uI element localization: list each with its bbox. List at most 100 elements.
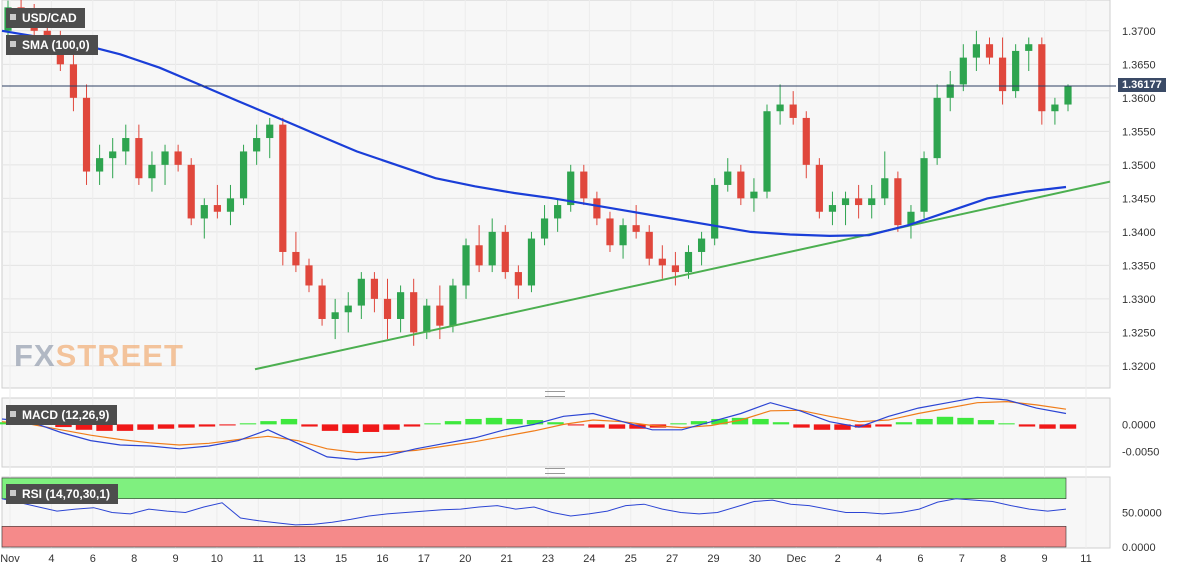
- x-tick-label: 4: [876, 553, 882, 565]
- candle-body: [488, 231, 496, 266]
- candle-body: [423, 305, 431, 333]
- candle-body: [266, 124, 274, 139]
- y-tick-label: 1.3600: [1122, 93, 1156, 105]
- macd-histogram-bar: [1059, 424, 1077, 429]
- rsi-pane-resize-handle[interactable]: [545, 468, 565, 474]
- candle-body: [920, 158, 928, 212]
- candle-body: [540, 218, 549, 239]
- candle-body: [619, 225, 627, 246]
- sma-line: [1, 29, 1067, 238]
- macd-histogram-bar: [198, 424, 216, 427]
- y-tick-label: 1.3550: [1122, 126, 1156, 138]
- y-tick-label: 1.3300: [1122, 294, 1156, 306]
- macd-plot: [0, 396, 1077, 461]
- y-tick-label: 1.3500: [1122, 160, 1156, 172]
- candle-body: [985, 44, 994, 58]
- candle-body: [855, 198, 863, 206]
- candle-body: [200, 205, 208, 219]
- candle-body: [881, 178, 889, 199]
- x-tick-label: 11: [253, 553, 264, 565]
- x-tick-label: Dec: [787, 553, 807, 565]
- x-tick-label: 4: [48, 553, 54, 565]
- candle-body: [305, 265, 313, 286]
- candle-body: [462, 245, 470, 286]
- candle-body: [318, 285, 326, 319]
- candle-body: [161, 151, 169, 165]
- rsi-tick-label: 0.0000: [1122, 542, 1156, 554]
- macd-histogram-bar: [731, 417, 749, 425]
- x-tick-label: 6: [90, 553, 96, 565]
- macd-histogram-bar: [608, 424, 626, 429]
- candle-body: [239, 151, 248, 199]
- x-tick-label: 9: [1042, 553, 1048, 565]
- candle-body: [959, 57, 967, 85]
- x-tick-label: 23: [542, 553, 554, 565]
- candle-body: [998, 57, 1007, 92]
- candle-body: [684, 251, 693, 273]
- macd-tick-label: -0.0050: [1122, 446, 1159, 458]
- price-grid: [1, 0, 1111, 549]
- y-tick-label: 1.3650: [1122, 59, 1156, 71]
- macd-histogram-bar: [383, 424, 400, 430]
- pane-frame: [1, 0, 1111, 389]
- y-tick-label: 1.3250: [1122, 327, 1156, 339]
- macd-histogram-bar: [75, 424, 93, 430]
- y-tick-label: 1.3350: [1122, 260, 1156, 272]
- candle-body: [1025, 44, 1033, 51]
- macd-histogram-bar: [178, 424, 195, 428]
- sma-badge: SMA (100,0): [6, 35, 98, 55]
- candle-body: [122, 138, 130, 152]
- candle-body: [331, 312, 339, 319]
- macd-histogram-bar: [1018, 424, 1036, 427]
- macd-histogram-bar: [137, 424, 154, 430]
- x-tick-label: 21: [500, 553, 512, 565]
- y-tick-label: 1.3450: [1122, 193, 1156, 205]
- rsi-plot: [1, 477, 1067, 548]
- candle-body: [868, 198, 876, 206]
- x-tick-label: 8: [131, 553, 137, 565]
- macd-histogram-bar: [403, 424, 421, 427]
- candle-body: [514, 272, 522, 286]
- macd-histogram-bar: [1039, 424, 1056, 429]
- x-tick-label: 6: [917, 553, 923, 565]
- macd-histogram-bar: [116, 424, 134, 431]
- macd-histogram-bar: [793, 424, 810, 428]
- macd-histogram-bar: [239, 423, 257, 425]
- macd-histogram-bar: [96, 424, 113, 431]
- candle-body: [96, 158, 104, 172]
- candle-body: [1012, 50, 1020, 92]
- macd-histogram-bar: [260, 421, 277, 425]
- macd-histogram-bar: [321, 424, 339, 431]
- rsi-line: [1, 498, 1067, 526]
- rsi-badge: RSI (14,70,30,1): [6, 484, 119, 504]
- macd-histogram-bar: [506, 418, 523, 425]
- y-tick-label: 1.3200: [1122, 361, 1156, 373]
- macd-pane-resize-handle[interactable]: [545, 391, 565, 397]
- candle-body: [946, 84, 954, 98]
- macd-histogram-bar: [342, 424, 359, 434]
- macd-histogram-bar: [362, 424, 380, 432]
- candle-body: [815, 164, 823, 212]
- candle-body: [1038, 44, 1046, 112]
- x-tick-label: 16: [376, 553, 388, 565]
- candle-body: [1051, 104, 1059, 112]
- rsi-overbought-zone: [1, 477, 1067, 500]
- x-tick-label: 25: [625, 553, 637, 565]
- macd-histogram-bar: [957, 417, 974, 425]
- candle-body: [135, 138, 143, 179]
- x-tick-label: 10: [211, 553, 223, 565]
- x-tick-label: 20: [459, 553, 471, 565]
- candle-body: [279, 124, 287, 252]
- candle-body: [789, 104, 797, 118]
- macd-signal-line: [1, 400, 1067, 454]
- x-tick-label: Nov: [0, 553, 20, 565]
- macd-histogram-bar: [485, 417, 503, 425]
- x-tick-label: 13: [294, 553, 306, 565]
- candle-body: [697, 238, 706, 252]
- candle-body: [410, 292, 418, 333]
- candle-body: [69, 64, 78, 98]
- x-tick-label: 17: [418, 553, 430, 565]
- macd-histogram-bar: [670, 423, 687, 425]
- candle-body: [436, 305, 444, 326]
